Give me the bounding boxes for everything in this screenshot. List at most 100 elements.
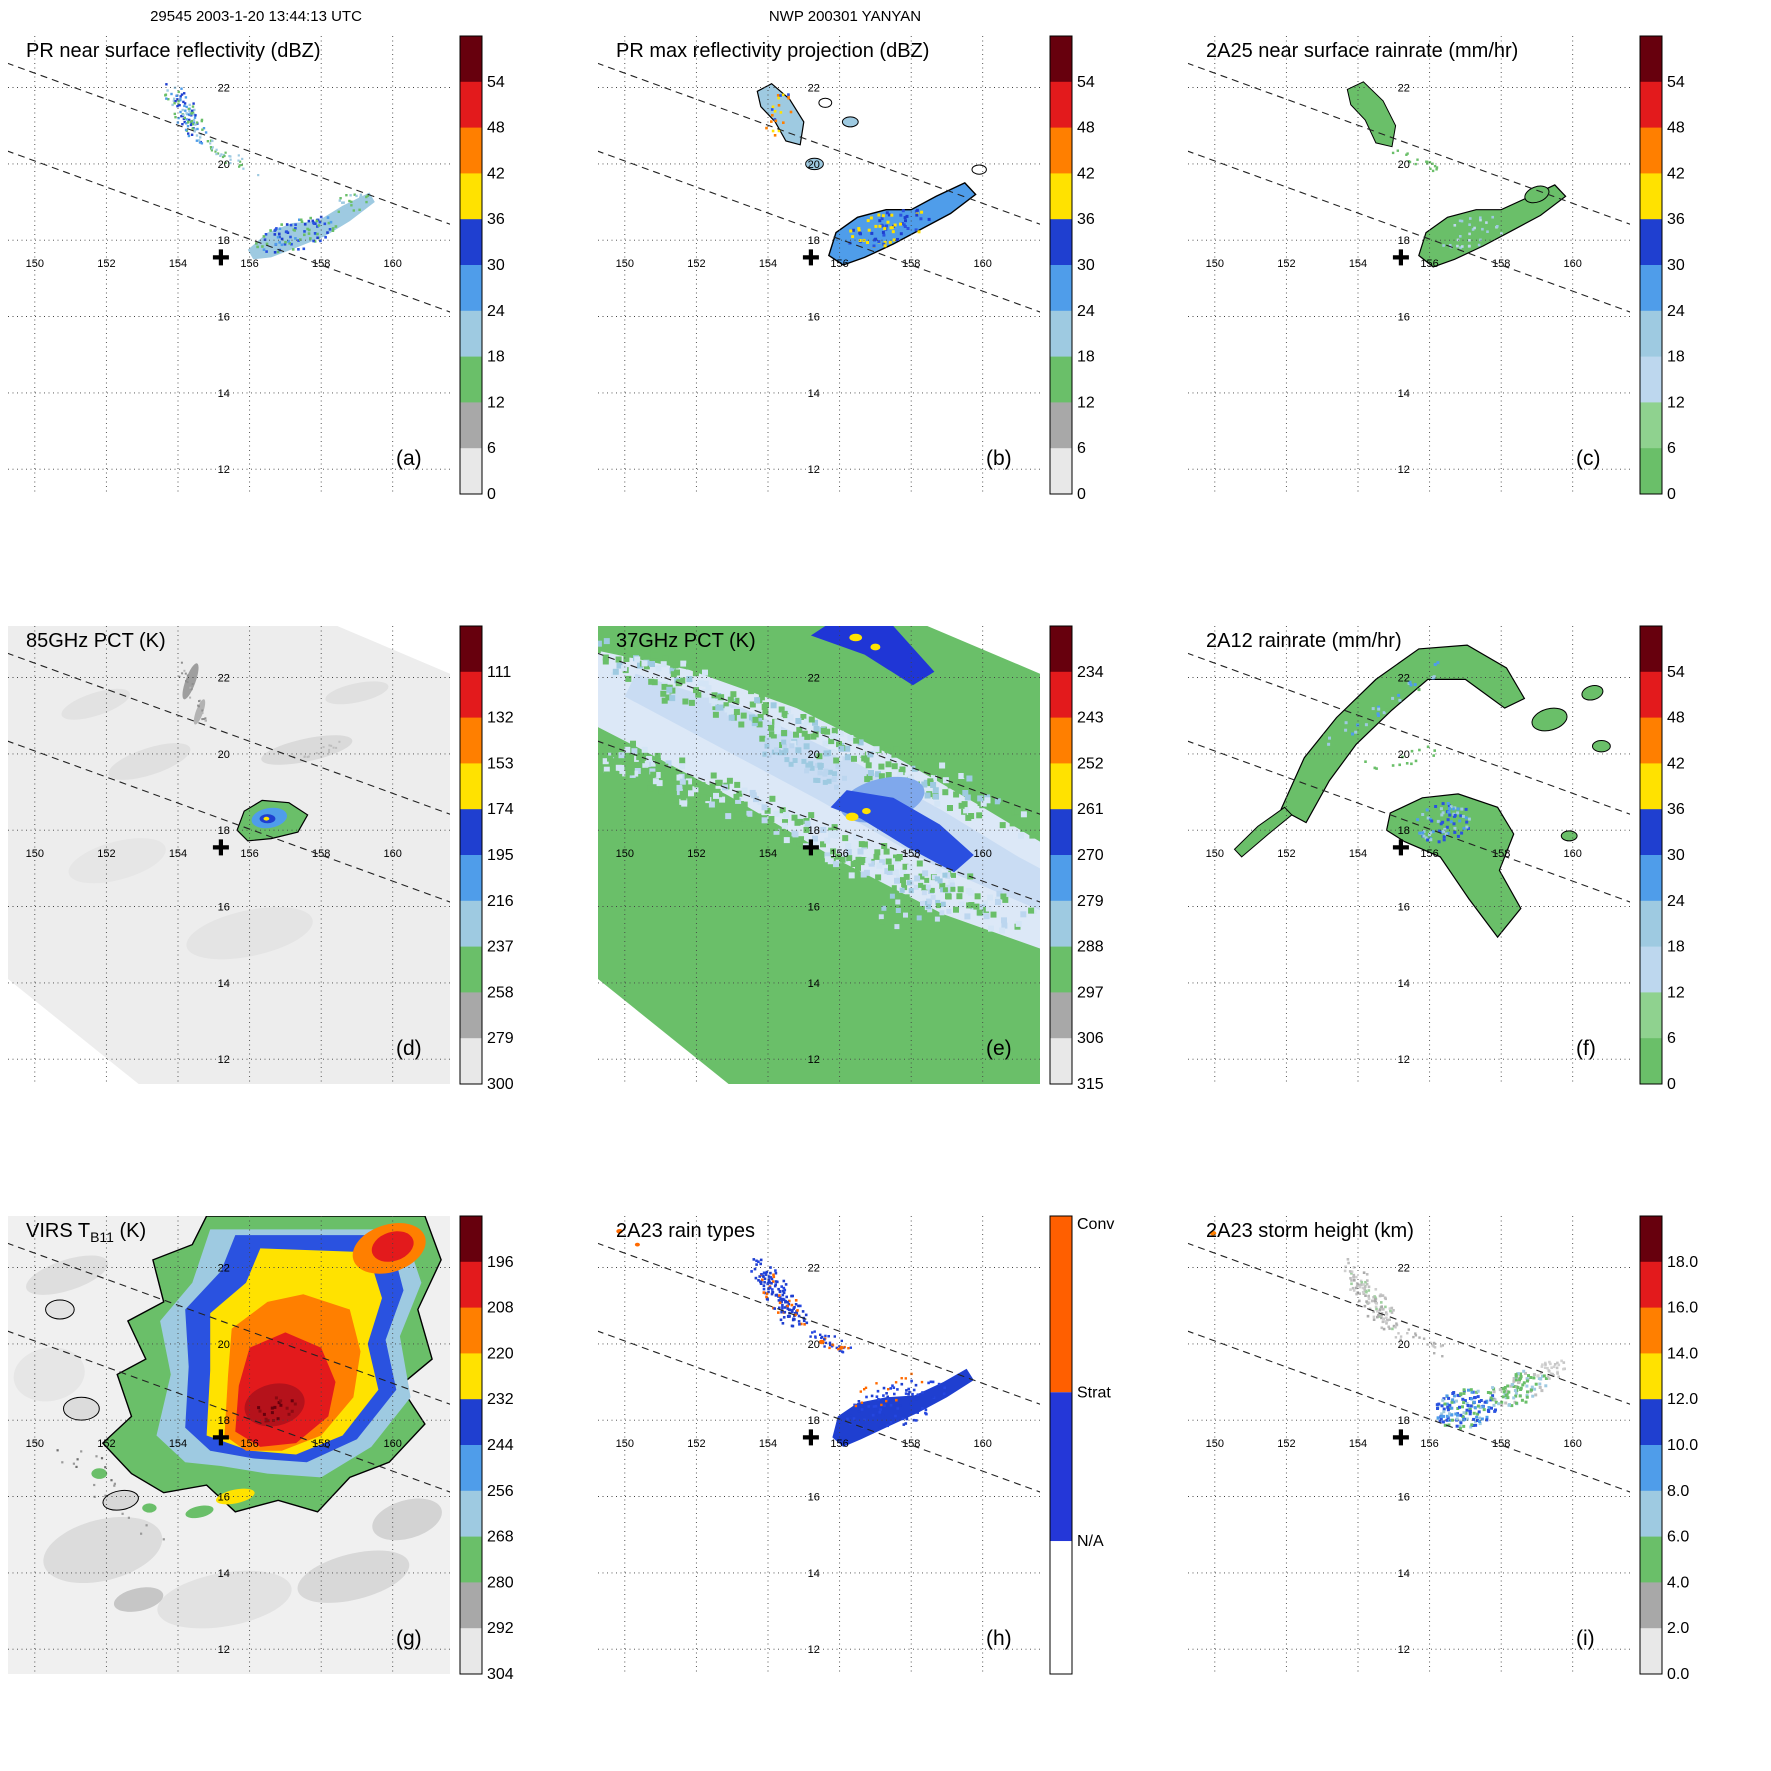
colorbar-tick-label: Strat — [1077, 1384, 1111, 1401]
lon-tick-label: 160 — [1564, 1438, 1582, 1450]
colorbar-outline — [1639, 35, 1663, 495]
colorbar-tick-label: 279 — [487, 1030, 514, 1047]
colorbar: 54 48 42 36 30 24 18 12 6 0 — [459, 35, 505, 503]
swath-edge-line — [8, 1330, 450, 1493]
colorbar-segment — [460, 671, 482, 719]
colorbar-tick-label: 18 — [1667, 939, 1685, 956]
lat-tick-label: 12 — [1398, 1054, 1410, 1066]
map-feature — [63, 1396, 100, 1421]
colorbar-segment — [1640, 310, 1662, 358]
lon-tick-label: 156 — [830, 258, 848, 270]
lon-tick-label: 158 — [312, 848, 330, 860]
map-feature — [845, 812, 859, 821]
colorbar-tick-label: 237 — [487, 939, 514, 956]
map-feature — [1531, 707, 1568, 732]
lon-tick-label: 154 — [1349, 1438, 1367, 1450]
lat-tick-label: 18 — [218, 1415, 230, 1427]
colorbar-tick-label: 196 — [487, 1254, 514, 1271]
map-feature — [616, 1229, 623, 1234]
lon-tick-label: 152 — [687, 258, 705, 270]
lat-tick-label: 18 — [1398, 235, 1410, 247]
map-feature — [870, 643, 881, 651]
map-feature — [971, 164, 987, 175]
colorbar-segment — [1050, 173, 1072, 220]
map-feature — [832, 1368, 974, 1447]
colorbar-tick-label: 48 — [487, 120, 505, 137]
lon-tick-label: 150 — [616, 258, 634, 270]
lat-tick-label: 12 — [218, 464, 230, 476]
map-feature — [43, 1516, 163, 1584]
lon-tick-label: 154 — [1349, 848, 1367, 860]
colorbar-tick-label: 48 — [1077, 120, 1095, 137]
colorbar-tick-label: 12 — [1077, 394, 1095, 411]
colorbar-tick-label: 292 — [487, 1620, 514, 1637]
colorbar-segment — [460, 1490, 482, 1538]
lon-tick-label: 160 — [384, 848, 402, 860]
colorbar-segment — [1640, 992, 1662, 1039]
lat-tick-label: 22 — [1398, 1263, 1410, 1275]
panel-title: 2A23 storm height (km) — [1206, 1220, 1414, 1242]
colorbar-segment — [1640, 1261, 1662, 1309]
lat-tick-label: 12 — [1398, 464, 1410, 476]
colorbar-segment — [460, 448, 482, 495]
swath-edge-line — [1188, 652, 1630, 815]
colorbar-tick-label: 18 — [1077, 349, 1095, 366]
colorbar-segment — [460, 946, 482, 993]
colorbar-tick-label: 232 — [487, 1391, 514, 1408]
colorbar-segment — [1050, 310, 1072, 358]
panel-title: VIRS TB11 (K) — [26, 1220, 146, 1245]
colorbar-tick-label: 195 — [487, 847, 514, 864]
map-grid: 150 152 154 156 158 160 12 14 16 18 20 22 — [598, 626, 1040, 1084]
colorbar-segment — [1640, 1353, 1662, 1400]
colorbar-tick-label: 42 — [1667, 165, 1685, 182]
map-feature — [193, 699, 206, 725]
colorbar-segment — [1640, 946, 1662, 993]
colorbar-segment — [460, 717, 482, 764]
colorbar-tick-label: 14.0 — [1667, 1345, 1698, 1362]
lon-tick-label: 158 — [312, 258, 330, 270]
panel-title: 85GHz PCT (K) — [26, 630, 166, 652]
colorbar-outline — [459, 625, 483, 1085]
map-feature — [1346, 81, 1397, 148]
colorbar-segment — [460, 1261, 482, 1309]
lat-tick-label: 18 — [808, 825, 820, 837]
colorbar-tick-label: 54 — [1667, 664, 1685, 681]
colorbar-segment — [460, 855, 482, 902]
colorbar-tick-label: 244 — [487, 1437, 514, 1454]
center-marker — [212, 249, 229, 266]
map-feature — [1280, 644, 1526, 824]
lon-tick-label: 160 — [974, 848, 992, 860]
map-feature — [157, 1570, 292, 1629]
colorbar-tick-label: 315 — [1077, 1076, 1104, 1093]
colorbar: 196 208 220 232 244 256 268 280 292 304 — [459, 1215, 514, 1683]
colorbar-segment — [1640, 1490, 1662, 1538]
colorbar-segment — [1640, 855, 1662, 902]
panel-title: 37GHz PCT (K) — [616, 630, 756, 652]
lon-tick-label: 160 — [384, 258, 402, 270]
colorbar-segment — [1640, 1445, 1662, 1492]
map-grid: 150 152 154 156 158 160 12 14 16 18 20 22 — [1188, 1216, 1630, 1674]
lat-tick-label: 14 — [1398, 978, 1410, 990]
colorbar-segment — [1640, 81, 1662, 129]
map-feature — [91, 1468, 108, 1479]
colorbar-segment — [460, 1038, 482, 1085]
colorbar-segment — [1640, 402, 1662, 449]
map-feature — [261, 735, 353, 765]
lat-tick-label: 16 — [1398, 902, 1410, 914]
colorbar-segment — [460, 310, 482, 358]
swath-edge-line — [598, 1330, 1040, 1493]
lat-tick-label: 22 — [1398, 673, 1410, 685]
colorbar-segment — [1640, 1307, 1662, 1354]
colorbar-tick-label: 24 — [487, 303, 505, 320]
colorbar: 18.0 16.0 14.0 12.0 10.0 8.0 6.0 4.0 2.0 0.0 — [1639, 1215, 1698, 1683]
colorbar-tick-label: 270 — [1077, 847, 1104, 864]
panel-i: 150 152 154 156 158 160 12 14 16 18 20 22 2A23 storm… — [1188, 1215, 1698, 1683]
colorbar-tick-label: 54 — [1667, 74, 1685, 91]
lon-tick-label: 150 — [26, 258, 44, 270]
colorbar-segment — [460, 127, 482, 174]
colorbar-tick-label: 174 — [487, 801, 514, 818]
center-marker — [212, 1429, 229, 1446]
colorbar-tick-label: 252 — [1077, 755, 1104, 772]
colorbar-segment — [460, 1536, 482, 1583]
